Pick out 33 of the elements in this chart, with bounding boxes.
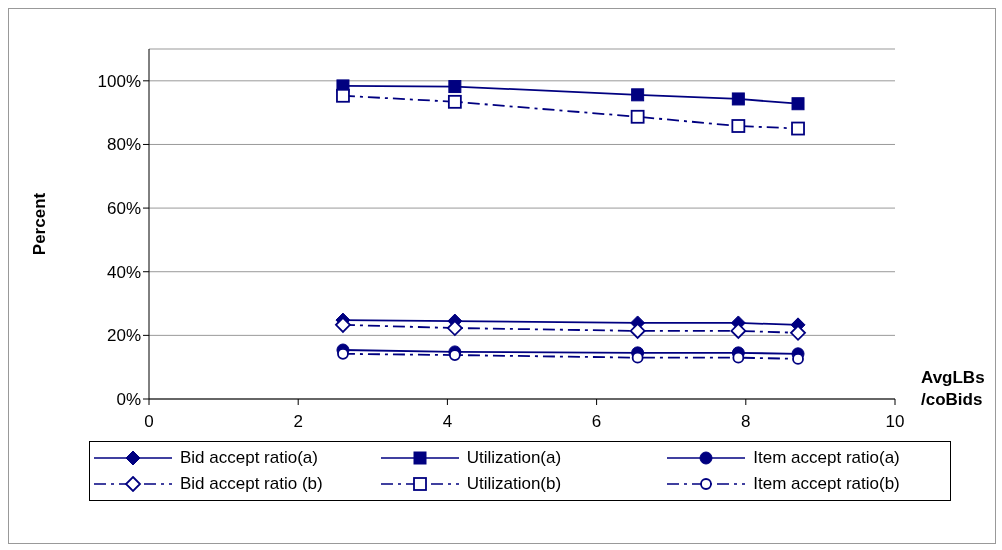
point: [731, 119, 746, 133]
point: [791, 121, 805, 136]
legend-label: Utilization(a): [466, 448, 562, 468]
x-tick-label: 0: [144, 412, 154, 432]
point: [630, 109, 645, 124]
point: [792, 353, 804, 365]
x-axis-title: AvgLBs /coBids: [921, 367, 985, 411]
point: [730, 323, 747, 339]
point: [731, 92, 745, 106]
x-tick-label: 10: [885, 412, 905, 432]
x-tick-label: 4: [442, 412, 453, 432]
point: [629, 323, 646, 339]
y-tick-label: 40%: [106, 262, 141, 282]
y-tick-label: 80%: [106, 135, 141, 155]
y-tick-label: 60%: [106, 199, 141, 219]
legend-label: Utilization(b): [466, 474, 562, 494]
y-axis-title: Percent: [30, 192, 50, 256]
x-tick-label: 8: [741, 412, 751, 432]
x-tick-label: 6: [591, 412, 602, 432]
point: [631, 88, 645, 102]
point: [447, 94, 462, 109]
point: [448, 80, 462, 94]
y-tick-label: 20%: [106, 326, 141, 346]
point: [446, 320, 463, 336]
legend-label: Item accept ratio(a): [753, 448, 900, 468]
point: [791, 97, 805, 111]
legend-label: Bid accept ratio (b): [180, 474, 323, 494]
y-tick-label: 100%: [97, 71, 141, 91]
legend-label: Bid accept ratio(a): [180, 448, 318, 468]
x-tick-label: 2: [293, 412, 303, 432]
point: [336, 88, 350, 103]
y-tick-label: 0%: [116, 390, 141, 410]
legend-label: Item accept ratio(b): [753, 474, 900, 494]
